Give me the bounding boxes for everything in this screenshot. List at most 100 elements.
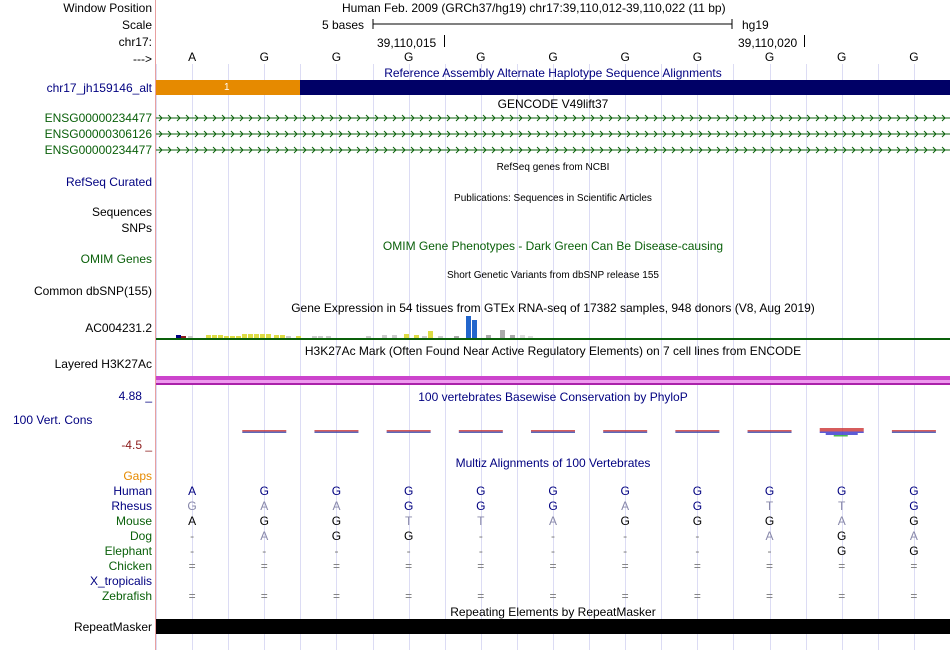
gencode-strand-chevron xyxy=(644,146,649,154)
gencode-gene-arrows[interactable] xyxy=(156,110,950,158)
gencode-strand-chevron xyxy=(518,130,523,138)
gencode-strand-chevron xyxy=(752,130,757,138)
panel-divider xyxy=(155,0,156,650)
species-label-human[interactable]: Human xyxy=(113,484,152,498)
multiz-base: G xyxy=(331,484,342,498)
gencode-strand-chevron xyxy=(302,130,307,138)
multiz-base: G xyxy=(620,514,630,528)
gencode-strand-chevron xyxy=(581,130,586,138)
gaps-label[interactable]: Gaps xyxy=(123,469,152,483)
multiz-base: = xyxy=(260,559,268,573)
pubs-snps-label[interactable]: SNPs xyxy=(121,221,152,235)
multiz-base: A xyxy=(260,529,269,543)
multiz-base: = xyxy=(188,559,196,573)
gtex-tissue-bar xyxy=(466,316,471,338)
gtex-track-label[interactable]: AC004231.2 xyxy=(85,321,152,335)
gencode-strand-chevron xyxy=(527,130,532,138)
gencode-strand-chevron xyxy=(824,114,829,122)
h3k27ac-signal-bottom[interactable] xyxy=(156,383,950,385)
multiz-base: - xyxy=(551,529,555,543)
species-label-elephant[interactable]: Elephant xyxy=(104,544,152,558)
gtex-tissue-bar xyxy=(260,334,265,338)
multiz-base: G xyxy=(259,514,269,528)
species-label-rhesus[interactable]: Rhesus xyxy=(111,499,152,513)
species-label-chicken[interactable]: Chicken xyxy=(108,559,152,573)
gencode-strand-chevron xyxy=(572,114,577,122)
gencode-strand-chevron xyxy=(356,114,361,122)
coord-tick-2 xyxy=(804,35,805,47)
gtex-expression-bars[interactable] xyxy=(156,312,950,342)
multiz-base: G xyxy=(909,514,919,528)
gtex-tissue-bar xyxy=(366,336,371,338)
gencode-strand-chevron xyxy=(383,146,388,154)
gtex-tissue-bar xyxy=(428,331,433,338)
gencode-strand-chevron xyxy=(410,146,415,154)
scale-label: Scale xyxy=(121,18,152,32)
gencode-strand-chevron xyxy=(203,114,208,122)
gencode-strand-chevron xyxy=(635,130,640,138)
alt-haplotype-segment-orange[interactable] xyxy=(156,80,300,95)
phylop-conservation-marks[interactable] xyxy=(156,420,950,440)
gencode-strand-chevron xyxy=(203,130,208,138)
gencode-strand-chevron xyxy=(869,146,874,154)
gtex-tissue-bar xyxy=(318,336,323,338)
gencode-strand-chevron xyxy=(221,114,226,122)
gencode-row-3-label[interactable]: ENSG00000234477 xyxy=(44,143,152,157)
dbsnp-track-label[interactable]: Common dbSNP(155) xyxy=(33,284,152,298)
species-label-mouse[interactable]: Mouse xyxy=(115,514,152,528)
gencode-strand-chevron xyxy=(680,130,685,138)
multiz-base: G xyxy=(548,484,558,498)
phylop-score-mark xyxy=(675,430,720,432)
track-image-area[interactable]: Human Feb. 2009 (GRCh37/hg19) chr17:39,1… xyxy=(156,0,950,650)
multiz-base: = xyxy=(260,589,268,603)
gencode-strand-chevron xyxy=(689,146,694,154)
gencode-strand-chevron xyxy=(284,130,289,138)
gencode-strand-chevron xyxy=(446,130,451,138)
species-label-zebrafish[interactable]: Zebrafish xyxy=(101,589,152,603)
h3k27ac-signal-mid[interactable] xyxy=(156,380,950,383)
gencode-strand-chevron xyxy=(428,114,433,122)
gencode-row-2-label[interactable]: ENSG00000306126 xyxy=(44,127,152,141)
gencode-strand-chevron xyxy=(941,146,946,154)
multiz-base: G xyxy=(837,529,847,543)
gtex-tissue-bar xyxy=(286,336,291,338)
gencode-row-1-label[interactable]: ENSG00000234477 xyxy=(44,111,152,125)
phylop-score-mark xyxy=(242,431,287,433)
gencode-strand-chevron xyxy=(680,146,685,154)
phylop-score-mark xyxy=(603,430,648,432)
alt-haplotype-segment-navy[interactable] xyxy=(300,80,950,95)
gtex-tissue-bar xyxy=(528,336,533,338)
alt-haplotype-track-label[interactable]: chr17_jh159146_alt xyxy=(46,81,152,95)
refseq-track-title: RefSeq genes from NCBI xyxy=(496,162,610,173)
refseq-track-label[interactable]: RefSeq Curated xyxy=(65,175,152,189)
gencode-strand-chevron xyxy=(806,130,811,138)
phylop-track-label[interactable]: 100 Vert. Cons xyxy=(13,413,93,427)
gencode-strand-chevron xyxy=(329,130,334,138)
h3k27ac-signal-top[interactable] xyxy=(156,376,950,380)
gencode-strand-chevron xyxy=(923,146,928,154)
gtex-tissue-bar xyxy=(230,336,235,338)
repeatmasker-track-label[interactable]: RepeatMasker xyxy=(73,620,152,634)
gencode-strand-chevron xyxy=(860,130,865,138)
gencode-strand-chevron xyxy=(455,146,460,154)
multiz-base: - xyxy=(190,544,195,558)
multiz-base: T xyxy=(477,514,485,528)
phylop-score-mark xyxy=(386,431,431,433)
h3k27ac-track-label[interactable]: Layered H3K27Ac xyxy=(54,357,152,371)
multiz-base: = xyxy=(405,589,413,603)
multiz-base: = xyxy=(332,559,340,573)
pubs-sequences-label[interactable]: Sequences xyxy=(91,205,152,219)
repeatmasker-element-bar[interactable] xyxy=(156,619,950,634)
gencode-strand-chevron xyxy=(311,130,316,138)
gencode-strand-chevron xyxy=(590,146,595,154)
gencode-strand-chevron xyxy=(590,114,595,122)
gtex-tissue-bar xyxy=(520,335,525,338)
gencode-strand-chevron xyxy=(248,114,253,122)
species-label-x-tropicalis[interactable]: X_tropicalis xyxy=(89,574,152,588)
gencode-strand-chevron xyxy=(185,130,190,138)
multiz-base: = xyxy=(621,589,629,603)
multiz-base: = xyxy=(332,589,340,603)
omim-track-label[interactable]: OMIM Genes xyxy=(80,252,152,266)
species-label-dog[interactable]: Dog xyxy=(129,529,152,543)
gencode-track-title: GENCODE V49lift37 xyxy=(497,97,609,111)
